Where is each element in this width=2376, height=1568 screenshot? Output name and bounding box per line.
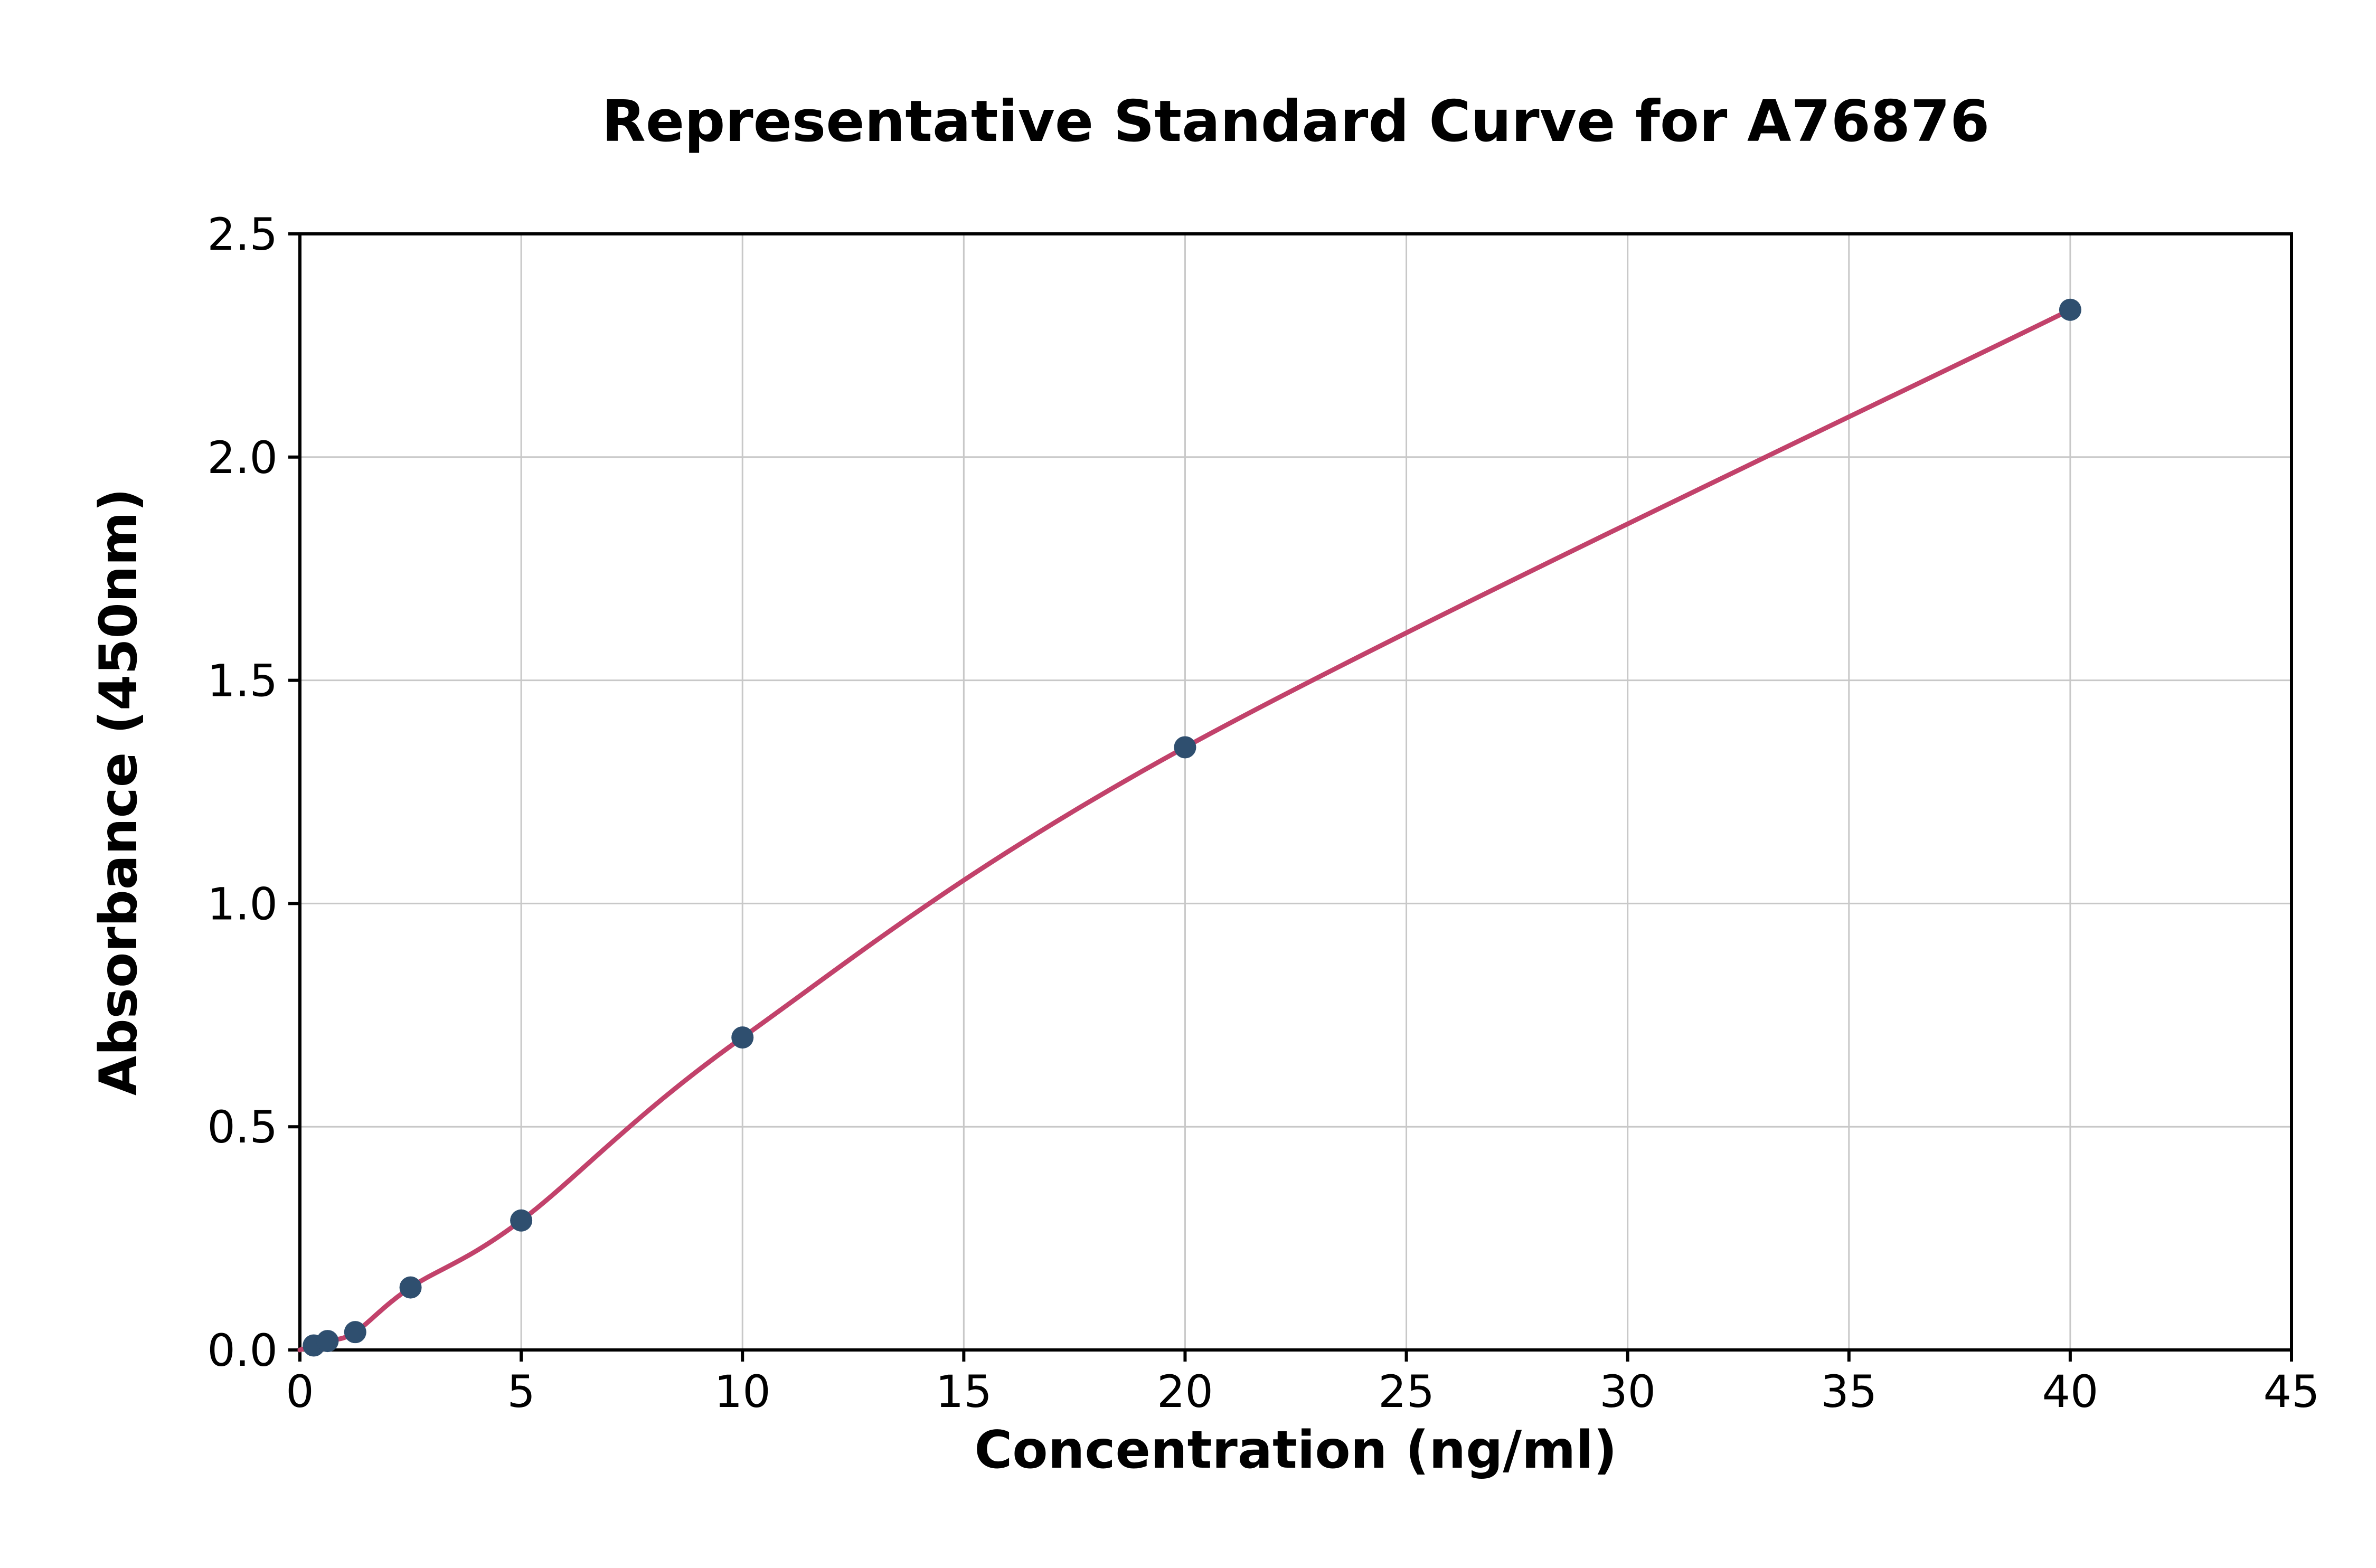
y-tick-label: 1.0: [207, 878, 278, 930]
y-tick-label: 1.5: [207, 655, 278, 707]
plot-border: [298, 232, 2293, 1352]
x-tick-label: 30: [1599, 1366, 1656, 1418]
x-tick-label: 40: [2042, 1366, 2098, 1418]
x-tick-label: 15: [936, 1366, 992, 1418]
chart-title: Representative Standard Curve for A76876: [601, 89, 1990, 155]
y-tick-label: 2.5: [207, 209, 278, 260]
x-tick-label: 25: [1378, 1366, 1435, 1418]
y-tick-label: 0.0: [207, 1325, 278, 1376]
x-tick-label: 10: [714, 1366, 771, 1418]
data-point: [2059, 298, 2081, 321]
y-tick-label: 2.0: [207, 432, 278, 484]
y-tick-label: 0.5: [207, 1101, 278, 1153]
x-axis-title: Concentration (ng/ml): [974, 1420, 1617, 1480]
x-tick-label: 35: [1821, 1366, 1877, 1418]
x-tick-label: 20: [1157, 1366, 1213, 1418]
x-tick-label: 45: [2264, 1366, 2320, 1418]
data-point: [399, 1276, 422, 1299]
data-point: [731, 1026, 754, 1049]
data-point: [344, 1321, 366, 1344]
data-point: [316, 1330, 339, 1353]
x-tick-label: 0: [286, 1366, 314, 1418]
x-tick-label: 5: [507, 1366, 535, 1418]
data-point: [510, 1209, 533, 1232]
data-point: [1174, 736, 1196, 759]
